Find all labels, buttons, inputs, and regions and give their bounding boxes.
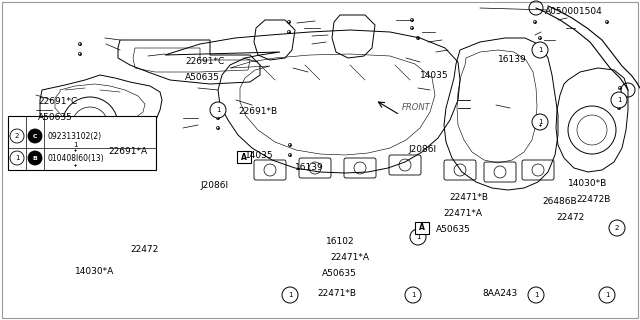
Circle shape [28,129,42,143]
Text: 092313102(2): 092313102(2) [48,132,102,140]
Text: A50635: A50635 [185,74,220,83]
Circle shape [532,114,548,130]
Text: 22691*B: 22691*B [238,108,277,116]
Text: A: A [241,153,247,162]
Text: 22691*A: 22691*A [108,147,147,156]
Text: 2: 2 [15,133,19,139]
Circle shape [67,137,83,153]
Text: 22691*C: 22691*C [185,58,224,67]
Circle shape [611,92,627,108]
Text: 1: 1 [288,292,292,298]
Circle shape [210,102,226,118]
Text: B: B [33,156,37,161]
Text: A050001504: A050001504 [545,7,603,17]
Circle shape [28,151,42,165]
Circle shape [10,151,24,165]
Text: 22471*A: 22471*A [443,210,482,219]
Text: 14035: 14035 [245,150,274,159]
Text: C: C [33,133,37,139]
Text: 1: 1 [15,155,19,161]
Text: 8AA243: 8AA243 [482,290,517,299]
Text: 22472: 22472 [556,213,584,222]
Text: J2086l: J2086l [200,180,228,189]
Text: 14030*B: 14030*B [568,179,607,188]
Text: 16102: 16102 [326,236,355,245]
Text: 010408l60(13): 010408l60(13) [48,154,104,163]
Text: A50635: A50635 [38,114,73,123]
Text: 22472B: 22472B [576,195,611,204]
Text: 22471*A: 22471*A [330,253,369,262]
Text: 1: 1 [534,292,538,298]
Text: 1: 1 [538,47,542,53]
Text: A50635: A50635 [322,269,357,278]
Text: 22472: 22472 [130,245,158,254]
Text: 14030*A: 14030*A [75,268,115,276]
FancyBboxPatch shape [415,222,429,234]
Text: 1: 1 [416,234,420,240]
Text: 1: 1 [605,292,609,298]
Text: 1: 1 [411,292,415,298]
Text: 1: 1 [216,107,220,113]
FancyBboxPatch shape [237,151,251,163]
Text: J2086l: J2086l [408,146,436,155]
Text: 14035: 14035 [420,70,449,79]
Text: A: A [419,223,425,233]
Text: 2: 2 [615,225,619,231]
Text: 16139: 16139 [498,55,527,65]
Text: 22471*B: 22471*B [449,194,488,203]
Text: 22691*C: 22691*C [38,98,77,107]
Circle shape [532,42,548,58]
Circle shape [609,220,625,236]
Text: 1: 1 [538,119,542,125]
Text: 1: 1 [73,142,77,148]
Circle shape [10,129,24,143]
Text: 1: 1 [617,97,621,103]
Circle shape [410,229,426,245]
Text: FRONT: FRONT [402,103,431,113]
Circle shape [405,287,421,303]
Text: 26486B: 26486B [542,196,577,205]
Circle shape [528,287,544,303]
Text: A50635: A50635 [436,225,471,234]
Text: 22471*B: 22471*B [317,290,356,299]
FancyBboxPatch shape [8,116,156,170]
Circle shape [282,287,298,303]
Circle shape [599,287,615,303]
Text: 16139: 16139 [295,164,324,172]
